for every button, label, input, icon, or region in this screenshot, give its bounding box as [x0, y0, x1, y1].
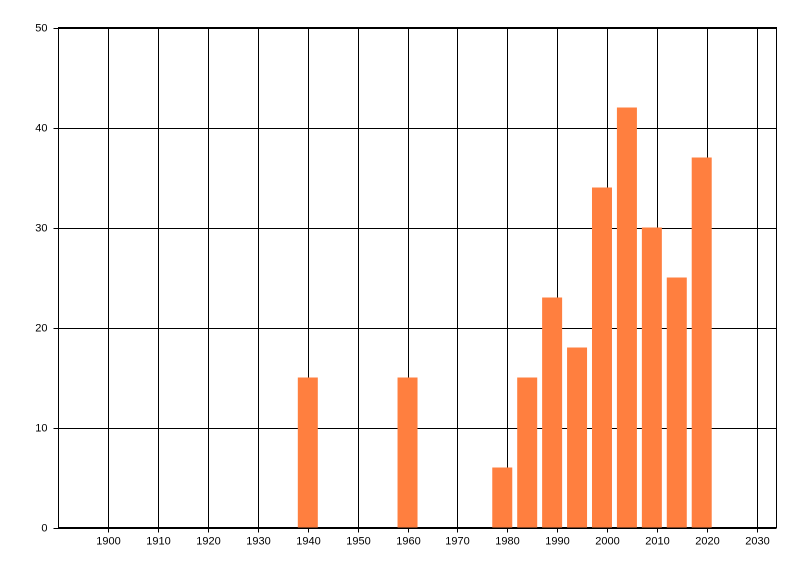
bar	[616, 107, 637, 528]
x-tick-label: 1990	[545, 535, 569, 547]
y-tick-label: 30	[35, 222, 47, 234]
x-tick-label: 1910	[146, 535, 170, 547]
bar	[492, 467, 513, 528]
x-tick-label: 1900	[96, 535, 120, 547]
x-tick-label: 1930	[246, 535, 270, 547]
y-tick-label: 10	[35, 422, 47, 434]
x-tick-label: 1940	[296, 535, 320, 547]
x-tick-label: 1920	[196, 535, 220, 547]
x-tick-label: 2010	[645, 535, 669, 547]
x-tick-label: 1960	[396, 535, 420, 547]
bar	[297, 377, 318, 528]
y-tick-label: 20	[35, 322, 47, 334]
x-tick-label: 1970	[445, 535, 469, 547]
bar	[567, 347, 588, 528]
x-tick-label: 1950	[346, 535, 370, 547]
x-tick-label: 2030	[745, 535, 769, 547]
bar	[691, 157, 712, 528]
bar	[591, 187, 612, 528]
bar	[641, 227, 662, 528]
x-tick-label: 2000	[595, 535, 619, 547]
y-tick-label: 50	[35, 22, 47, 34]
x-tick-label: 1980	[495, 535, 519, 547]
y-tick-label: 40	[35, 122, 47, 134]
y-tick-label: 0	[41, 522, 47, 534]
bar	[517, 377, 538, 528]
x-tick-label: 2020	[695, 535, 719, 547]
bar	[542, 297, 563, 528]
bar	[397, 377, 418, 528]
bar	[666, 277, 687, 528]
